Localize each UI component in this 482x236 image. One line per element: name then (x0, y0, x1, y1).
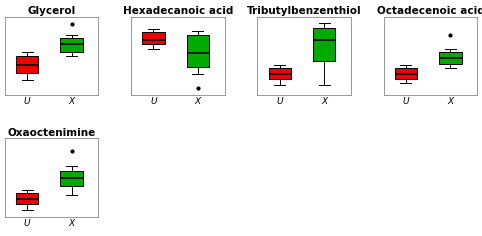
Title: Octadecenoic acid: Octadecenoic acid (376, 6, 482, 16)
PathPatch shape (268, 68, 291, 79)
PathPatch shape (16, 193, 38, 204)
PathPatch shape (61, 171, 83, 186)
Title: Tributylbenzenthiol: Tributylbenzenthiol (247, 6, 362, 16)
PathPatch shape (142, 32, 164, 44)
PathPatch shape (16, 56, 38, 73)
Title: Glycerol: Glycerol (27, 6, 76, 16)
PathPatch shape (313, 28, 335, 61)
PathPatch shape (187, 35, 209, 67)
Title: Hexadecanoic acid: Hexadecanoic acid (123, 6, 233, 16)
Title: Oxaoctenimine: Oxaoctenimine (7, 128, 96, 138)
PathPatch shape (61, 38, 83, 52)
PathPatch shape (395, 68, 417, 79)
PathPatch shape (439, 52, 462, 64)
